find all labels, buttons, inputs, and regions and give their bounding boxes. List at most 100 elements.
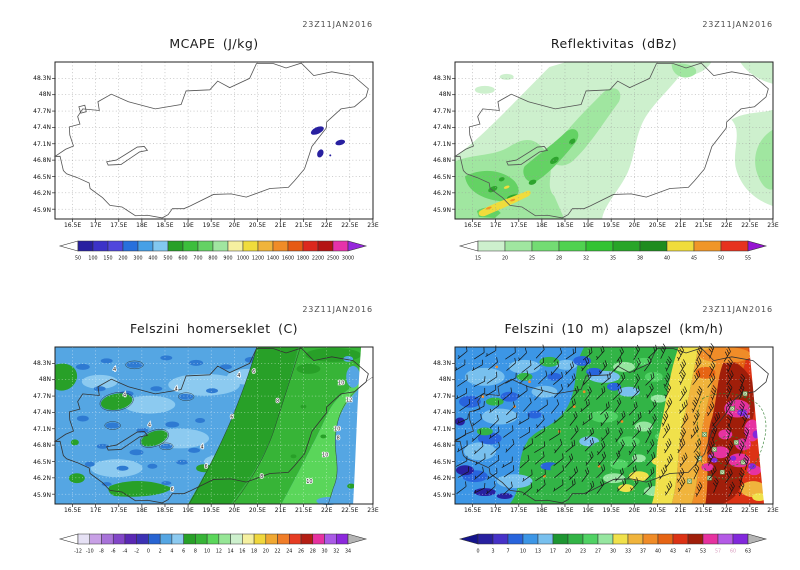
svg-text:43: 43 xyxy=(670,549,676,555)
lon-tick-label: 17E xyxy=(89,222,102,229)
lat-tick-label: 45.9N xyxy=(33,206,51,214)
svg-text:4: 4 xyxy=(175,387,178,393)
svg-text:300: 300 xyxy=(133,256,142,262)
svg-text:32: 32 xyxy=(333,549,339,555)
lat-axis: 48.3N 48N 47.7N 47.4N 47.1N 46.8N 46.5N 46.2N 45… xyxy=(22,347,52,504)
lat-tick-label: 48.3N xyxy=(33,74,51,82)
lat-tick-label: 45.9N xyxy=(433,206,451,214)
svg-text:53: 53 xyxy=(700,549,706,555)
station-markers xyxy=(687,391,748,484)
lon-tick-label: 19E xyxy=(182,507,194,514)
svg-text:25: 25 xyxy=(529,256,535,262)
svg-text:600: 600 xyxy=(178,256,187,262)
mcape-field xyxy=(310,126,346,158)
svg-text:-8: -8 xyxy=(99,549,104,555)
lat-tick-label: 47.1N xyxy=(433,140,451,148)
lat-tick-label: 48N xyxy=(438,376,451,384)
lon-tick-label: 20.5E xyxy=(648,507,666,514)
svg-text:33: 33 xyxy=(625,549,631,555)
lat-tick-label: 45.9N xyxy=(433,491,451,499)
no-data-region xyxy=(353,347,373,504)
lon-tick-label: 22E xyxy=(320,507,333,514)
svg-text:17: 17 xyxy=(550,549,556,555)
lon-tick-label: 16.5E xyxy=(463,507,482,514)
svg-text:-4: -4 xyxy=(123,549,128,555)
lat-tick-label: 46.2N xyxy=(433,190,451,198)
lon-tick-label: 20.5E xyxy=(648,222,666,229)
svg-text:900: 900 xyxy=(223,256,232,262)
svg-text:10: 10 xyxy=(204,549,210,555)
svg-text:28: 28 xyxy=(310,549,316,555)
lat-tick-label: 48.3N xyxy=(433,74,451,82)
lat-tick-label: 46.5N xyxy=(433,173,451,181)
lon-tick-label: 17.5E xyxy=(110,507,128,514)
no-data-region xyxy=(749,347,773,504)
svg-text:1000: 1000 xyxy=(237,256,249,262)
svg-text:3: 3 xyxy=(491,549,494,555)
svg-text:4: 4 xyxy=(200,444,203,450)
svg-text:18: 18 xyxy=(251,549,257,555)
panel-title: Felszini (10 m) alapszel (km/h) xyxy=(504,321,724,336)
svg-text:60: 60 xyxy=(730,549,736,555)
lon-tick-label: 20E xyxy=(228,222,240,229)
svg-text:45: 45 xyxy=(691,256,697,262)
lon-tick-label: 22.5E xyxy=(741,222,759,229)
svg-text:47: 47 xyxy=(685,549,691,555)
lon-tick-label: 18.5E xyxy=(156,507,174,514)
panel-title: Felszini homerseklet (C) xyxy=(129,321,299,336)
panel-title: MCAPE (J/kg) xyxy=(169,36,259,51)
lon-tick-label: 18.5E xyxy=(556,222,574,229)
svg-text:100: 100 xyxy=(88,256,97,262)
lon-tick-label: 17E xyxy=(89,507,102,514)
lat-tick-label: 46.8N xyxy=(33,442,51,450)
svg-text:500: 500 xyxy=(163,256,172,262)
lon-tick-label: 21.5E xyxy=(695,222,713,229)
lon-tick-label: 21E xyxy=(674,222,687,229)
svg-text:30: 30 xyxy=(610,549,616,555)
lon-tick-label: 21.5E xyxy=(695,507,713,514)
lat-tick-label: 46.5N xyxy=(33,458,51,466)
svg-text:35: 35 xyxy=(610,256,616,262)
panel-title: Reflektivitas (dBz) xyxy=(550,36,678,51)
lat-tick-label: 47.7N xyxy=(33,392,51,400)
svg-text:400: 400 xyxy=(148,256,157,262)
lat-tick-label: 46.5N xyxy=(433,458,451,466)
timestamp: 23Z11JAN2016 xyxy=(702,305,773,314)
lon-axis: 16.5E 17E 17.5E 18E 18.5E 19E 19.5E 20E 20.5E 21E… xyxy=(455,222,779,232)
svg-text:10: 10 xyxy=(306,479,312,485)
lon-tick-label: 21E xyxy=(674,507,687,514)
colorbar-mcape: 50 100 150 200 300 400 500 600 700 800 900 1000 1200… xyxy=(58,240,368,262)
svg-text:150: 150 xyxy=(103,256,112,262)
svg-text:10: 10 xyxy=(520,549,526,555)
lat-tick-label: 47.1N xyxy=(33,140,51,148)
lon-tick-label: 19.5E xyxy=(602,222,620,229)
lon-axis: 16.5E 17E 17.5E 18E 18.5E 19E 19.5E 20E 20.5E 21E… xyxy=(55,507,379,517)
lat-tick-label: 48.3N xyxy=(33,359,51,367)
lat-tick-label: 47.4N xyxy=(33,124,51,132)
lon-tick-label: 20.5E xyxy=(248,222,266,229)
wind-speed-contours xyxy=(697,393,767,480)
lon-tick-label: 22E xyxy=(320,222,333,229)
svg-text:-2: -2 xyxy=(134,549,139,555)
lon-tick-label: 19.5E xyxy=(202,507,220,514)
timestamp: 23Z11JAN2016 xyxy=(302,305,373,314)
svg-text:40: 40 xyxy=(664,256,670,262)
svg-text:8: 8 xyxy=(276,399,279,405)
grid-lines xyxy=(52,61,374,222)
svg-text:3000: 3000 xyxy=(342,256,354,262)
svg-text:-6: -6 xyxy=(111,549,116,555)
svg-text:63: 63 xyxy=(745,549,751,555)
contour-labels: 4 4 4 4 4 4 6 6 6 6 8 8 8 10 10 10 10 12 xyxy=(112,366,353,494)
svg-text:4: 4 xyxy=(113,367,116,373)
lat-tick-label: 48N xyxy=(38,376,51,384)
lon-tick-label: 22E xyxy=(720,507,733,514)
svg-text:30: 30 xyxy=(321,549,327,555)
lat-tick-label: 47.7N xyxy=(33,107,51,115)
lon-tick-label: 19E xyxy=(582,507,594,514)
svg-text:50: 50 xyxy=(75,256,81,262)
panel-reflectivity: 23Z11JAN2016 Reflektivitas (dBz) xyxy=(400,0,800,285)
lon-tick-label: 21E xyxy=(274,507,287,514)
svg-text:2: 2 xyxy=(159,549,162,555)
svg-text:-12: -12 xyxy=(74,549,82,555)
svg-text:200: 200 xyxy=(118,256,127,262)
